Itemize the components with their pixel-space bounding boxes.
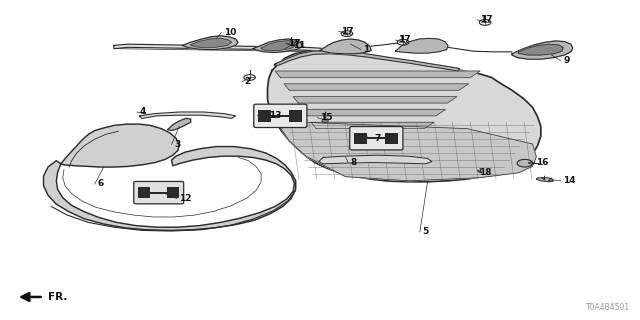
Bar [259,110,271,122]
Circle shape [479,20,491,25]
Bar [355,137,394,139]
Polygon shape [261,41,296,51]
Bar [138,187,150,198]
Polygon shape [282,122,536,181]
Polygon shape [253,39,302,52]
Circle shape [397,39,409,45]
Polygon shape [320,39,371,54]
Text: 13: 13 [269,111,282,120]
Text: 2: 2 [244,77,251,86]
Polygon shape [512,41,573,59]
Polygon shape [311,122,434,129]
Circle shape [285,41,296,47]
Circle shape [341,31,353,36]
Text: T0A4B4501: T0A4B4501 [586,303,630,312]
Bar [167,187,179,198]
Polygon shape [275,71,480,77]
Text: 10: 10 [224,28,236,37]
Bar [385,132,398,144]
Text: 18: 18 [479,168,492,177]
Text: 17: 17 [341,27,354,36]
Polygon shape [274,51,460,71]
Polygon shape [536,178,554,182]
Text: 3: 3 [174,140,180,149]
Polygon shape [168,118,191,131]
FancyBboxPatch shape [134,181,184,204]
FancyBboxPatch shape [254,104,307,127]
Text: 5: 5 [422,228,429,236]
Text: FR.: FR. [48,292,67,302]
Bar [289,110,302,122]
Polygon shape [182,36,238,50]
Text: 14: 14 [563,176,576,185]
Polygon shape [518,44,563,55]
Polygon shape [191,38,232,47]
Polygon shape [140,112,236,118]
Text: 7: 7 [374,134,381,143]
Bar [138,192,175,194]
Text: 4: 4 [140,108,146,116]
Text: 16: 16 [536,158,549,167]
Text: 17: 17 [288,39,301,48]
Polygon shape [293,97,457,103]
Text: 6: 6 [97,180,104,188]
Polygon shape [44,147,296,230]
Text: 8: 8 [351,158,357,167]
Polygon shape [268,51,541,182]
Text: 17: 17 [480,15,493,24]
Circle shape [517,159,532,167]
Polygon shape [284,84,468,90]
Text: 15: 15 [320,113,333,122]
Text: 11: 11 [293,41,306,50]
Polygon shape [114,44,326,51]
Circle shape [322,119,328,123]
Text: 12: 12 [179,194,192,203]
Polygon shape [396,38,448,53]
Polygon shape [319,155,432,164]
Circle shape [244,75,255,80]
Bar [355,132,367,144]
Bar [259,115,298,117]
Text: 1: 1 [364,45,370,54]
Text: 9: 9 [563,56,570,65]
Text: 17: 17 [398,36,411,44]
Polygon shape [302,109,445,116]
Polygon shape [61,124,179,167]
FancyBboxPatch shape [349,126,403,150]
